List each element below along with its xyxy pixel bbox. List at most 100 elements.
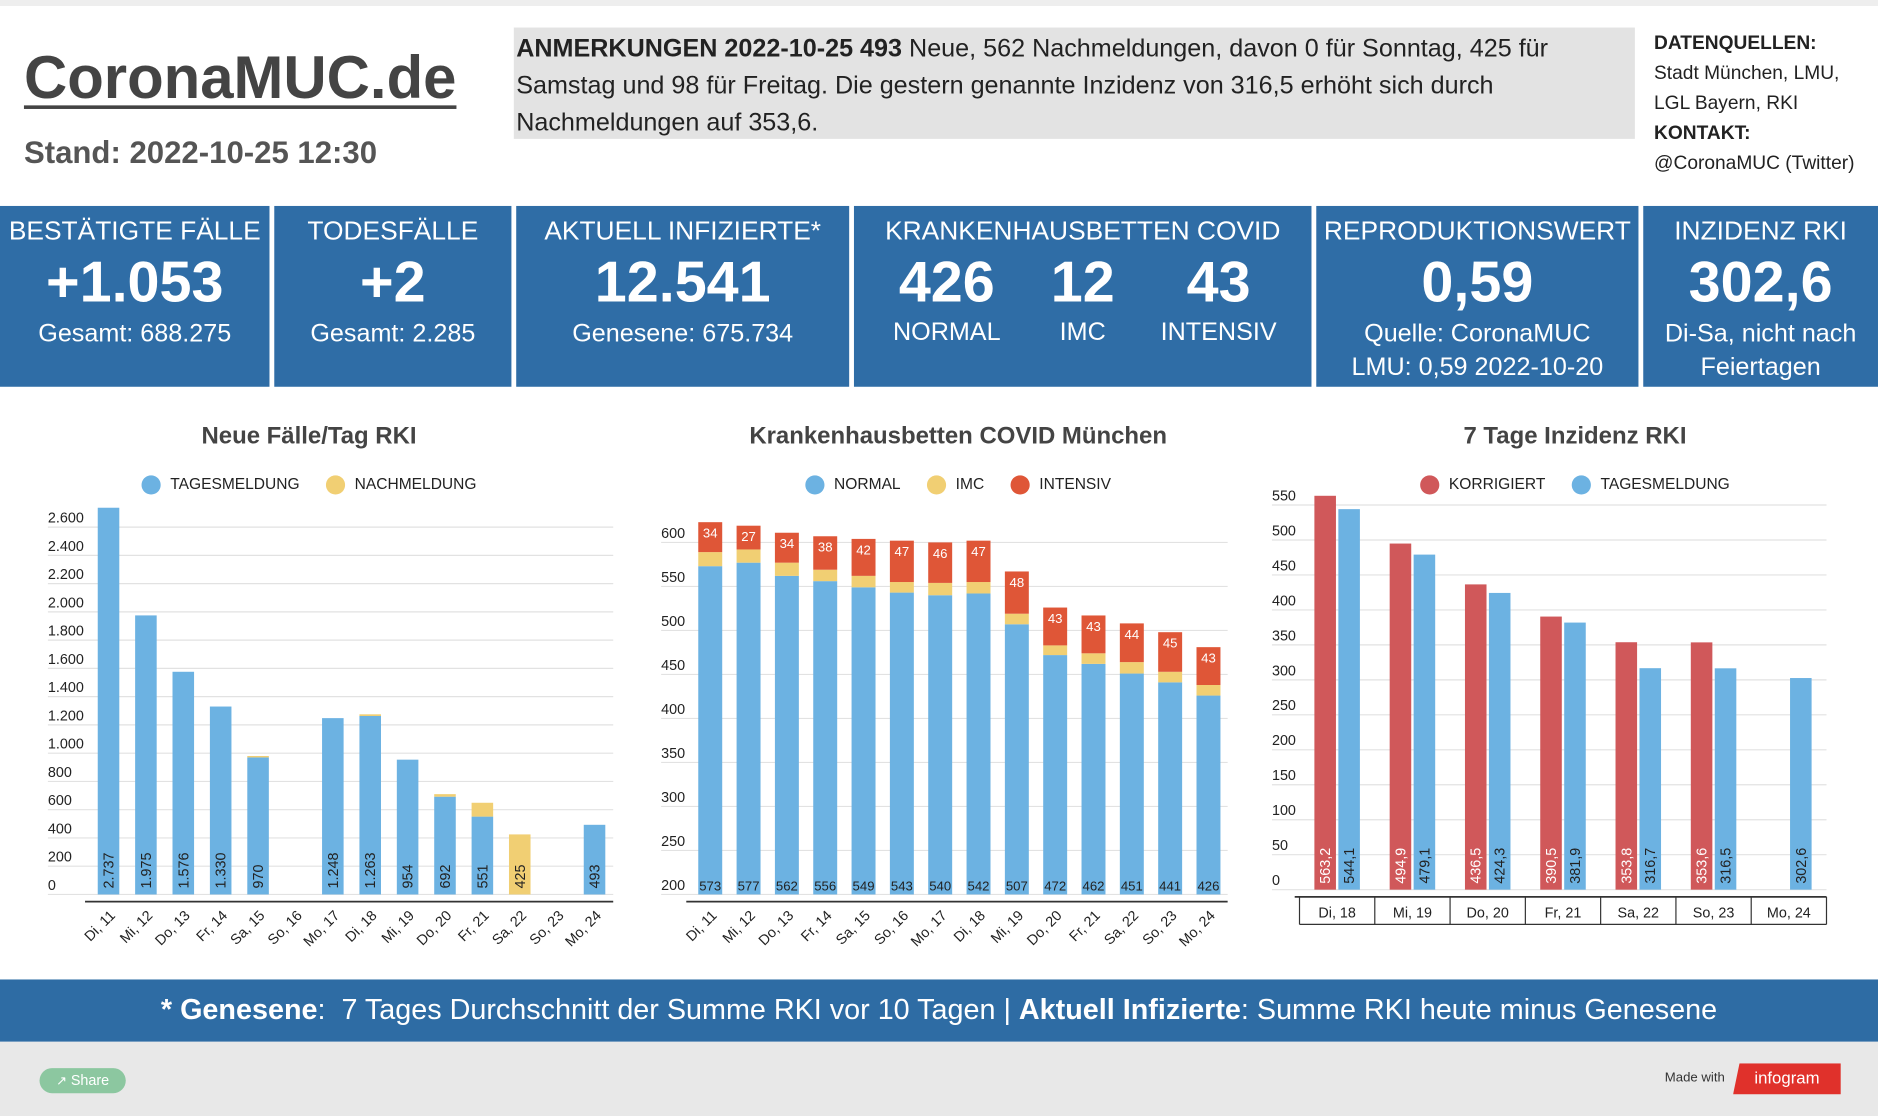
bar xyxy=(928,582,953,596)
bar xyxy=(966,540,991,583)
bar xyxy=(135,615,157,895)
kpi-sub: Gesamt: 2.285 xyxy=(310,319,476,348)
sources: DATENQUELLEN: Stadt München, LMU, LGL Baye… xyxy=(1654,29,1854,179)
legend-label: IMC xyxy=(956,476,985,493)
bold-text: Aktuell Infizierte xyxy=(1018,993,1241,1027)
x-tick-label: Sa, 15 xyxy=(833,908,874,949)
bar xyxy=(1690,642,1713,890)
source-line: DATENQUELLEN: xyxy=(1654,33,1817,54)
kpi-tile: KRANKENHAUSBETTEN COVID 426 NORMAL 12 IMC 43 I… xyxy=(853,205,1312,387)
stand: Stand: 2022-10-25 12:30 xyxy=(23,134,378,171)
bar xyxy=(1119,623,1144,663)
x-tick-label: So, 23 xyxy=(527,908,568,949)
y-tick-label: 2.200 xyxy=(48,567,84,583)
bar xyxy=(1196,695,1221,895)
bar xyxy=(359,714,381,717)
bar xyxy=(698,566,723,895)
x-tick-label: Fr, 14 xyxy=(798,908,835,945)
share-label: Share xyxy=(70,1071,110,1089)
kpi-sub: LMU: 0,59 2022-10-20 xyxy=(1351,353,1604,381)
x-tick-label: Di, 18 xyxy=(343,908,381,946)
value-label: 2.737 xyxy=(102,853,118,889)
x-tick-label: Mo, 17 xyxy=(908,908,950,950)
footer-note: * Genesene: 7 Tages Durchschnitt der Sum… xyxy=(0,979,1878,1042)
bar xyxy=(1314,495,1336,890)
source-line: KONTAKT: xyxy=(1654,123,1751,144)
value-label: 425 xyxy=(513,865,529,889)
value-label: 43 xyxy=(1086,619,1101,634)
bold-text: ANMERKUNGEN 2022-10-25 493 xyxy=(516,34,903,63)
value-label: 38 xyxy=(818,540,833,555)
bar xyxy=(1158,671,1183,683)
y-tick-label: 100 xyxy=(1272,803,1296,819)
value-label: 573 xyxy=(699,879,721,894)
y-tick-label: 350 xyxy=(661,746,685,762)
bar xyxy=(1338,509,1360,890)
bar xyxy=(583,824,606,895)
kpi-title: INZIDENZ RKI xyxy=(1674,215,1847,246)
y-tick-label: 0 xyxy=(1272,873,1280,889)
bar xyxy=(1639,668,1662,890)
chart-title: Neue Fälle/Tag RKI xyxy=(201,422,416,449)
infogram-logo[interactable]: infogram xyxy=(1733,1063,1841,1095)
kpi-tile: TODESFÄLLE +2 Gesamt: 2.285 xyxy=(274,205,512,387)
value-label: 544,1 xyxy=(1342,848,1358,884)
legend-label: TAGESMELDUNG xyxy=(170,476,299,493)
y-tick-label: 600 xyxy=(661,526,685,542)
bar xyxy=(247,757,269,895)
bar xyxy=(97,507,120,895)
bar xyxy=(1158,632,1183,672)
bar xyxy=(1043,655,1068,895)
legend-label: NACHMELDUNG xyxy=(355,476,477,493)
bar xyxy=(1119,662,1144,674)
share-button[interactable]: ↗ Share xyxy=(39,1068,126,1094)
value-label: 1.975 xyxy=(139,853,155,889)
y-tick-label: 1.000 xyxy=(48,737,84,753)
value-label: 27 xyxy=(741,529,756,544)
legend: TAGESMELDUNG NACHMELDUNG xyxy=(141,475,477,495)
bar xyxy=(851,575,876,588)
y-tick-label: 450 xyxy=(1272,558,1296,574)
legend-marker xyxy=(325,475,346,495)
bar xyxy=(736,549,761,563)
x-tick-label: Di, 11 xyxy=(82,908,119,945)
bar xyxy=(1081,615,1106,654)
value-label: 44 xyxy=(1125,627,1140,642)
x-tick-label: Fr, 21 xyxy=(1067,908,1104,945)
kpi-value: 12.541 xyxy=(594,251,771,315)
site-title[interactable]: CoronaMUC.de xyxy=(23,44,457,112)
y-tick-label: 2.400 xyxy=(48,539,84,555)
bar xyxy=(1196,647,1221,685)
value-label: 316,5 xyxy=(1719,848,1735,884)
kpi-tile: REPRODUKTIONSWERT 0,59 Quelle: CoronaMUC LM… xyxy=(1316,205,1639,387)
value-label: 381,9 xyxy=(1568,848,1584,884)
kpi-label: INTENSIV xyxy=(1160,318,1277,347)
bar xyxy=(1615,642,1638,890)
x-tick-label: So, 16 xyxy=(871,908,912,949)
kpi-title: TODESFÄLLE xyxy=(307,215,479,246)
x-tick-label: Mo, 24 xyxy=(1767,905,1811,921)
x-tick-label: Do, 20 xyxy=(1024,908,1065,949)
bar xyxy=(471,802,494,817)
bar xyxy=(1158,682,1183,895)
value-label: 692 xyxy=(438,865,454,889)
y-tick-label: 200 xyxy=(1272,733,1296,749)
y-tick-label: 0 xyxy=(48,878,56,894)
value-label: 954 xyxy=(401,865,417,889)
x-tick-label: Do, 13 xyxy=(152,908,193,949)
bar xyxy=(1540,616,1562,890)
value-label: 48 xyxy=(1010,575,1025,590)
bar xyxy=(736,525,761,550)
x-tick-label: So, 23 xyxy=(1140,908,1181,949)
value-label: 556 xyxy=(814,879,836,894)
bar xyxy=(774,575,799,895)
kpi-sub: Di-Sa, nicht nach xyxy=(1664,319,1857,348)
kpi-value: 43 xyxy=(1186,251,1251,315)
value-label: 462 xyxy=(1083,879,1105,894)
bar xyxy=(889,540,914,583)
legend: KORRIGIERT TAGESMELDUNG xyxy=(1420,475,1730,495)
bar xyxy=(1043,645,1068,656)
x-tick-label: Sa, 22 xyxy=(489,908,530,949)
kpi-value: +1.053 xyxy=(46,251,224,315)
